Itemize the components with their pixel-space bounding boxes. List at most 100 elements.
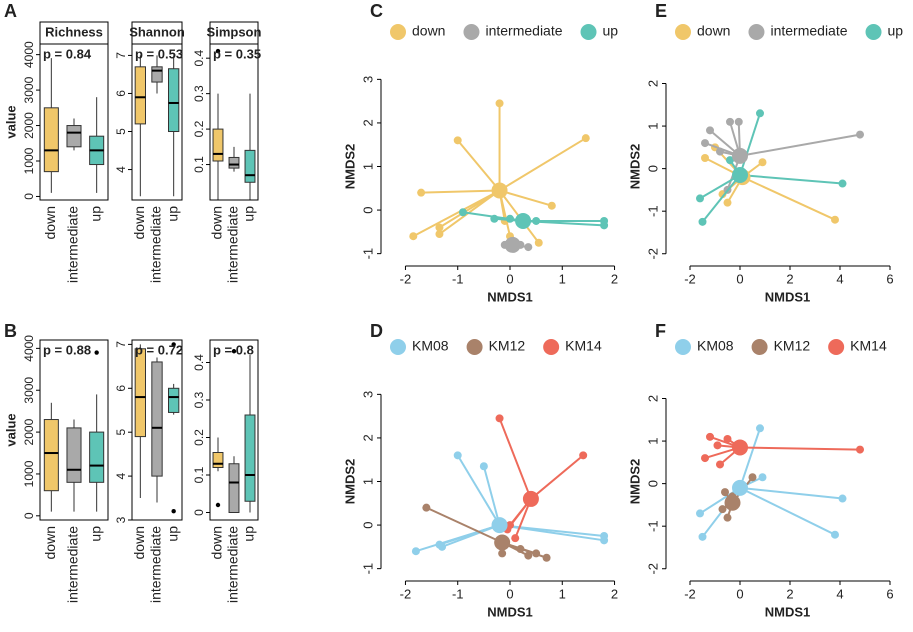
x-tick-label: 0 [736, 271, 743, 286]
centroid [732, 439, 748, 456]
y-tick-label: 2 [360, 434, 375, 441]
x-tick-label: up [87, 206, 103, 222]
y-tick-label: 5 [114, 429, 128, 436]
x-tick-label: -1 [452, 271, 464, 286]
y-tick-label: 0 [360, 206, 375, 213]
y-tick-label: 1 [360, 163, 375, 170]
panel-label: E [655, 1, 667, 21]
y-tick-label: 5 [114, 128, 128, 135]
y-tick-label: -1 [645, 205, 660, 217]
x-tick-label: intermediate [148, 526, 164, 603]
panel-label: C [370, 1, 383, 21]
legend-label: KM12 [774, 338, 811, 354]
point [698, 532, 707, 541]
point [726, 156, 734, 165]
point [506, 214, 514, 223]
panel-border [209, 43, 259, 201]
spider-line [441, 524, 500, 548]
point [479, 462, 488, 471]
centroid [491, 182, 508, 199]
point [438, 542, 447, 551]
panel-label: B [4, 321, 17, 341]
box [168, 387, 180, 413]
legend-swatch [828, 339, 845, 355]
legend-label: KM08 [697, 338, 734, 354]
x-axis-label: NMDS1 [487, 289, 533, 304]
point [758, 158, 767, 167]
y-tick-label: 3000 [22, 76, 36, 103]
box [244, 149, 256, 183]
panel-label: A [4, 1, 17, 21]
legend-label: KM14 [565, 338, 602, 354]
y-tick-label: 7 [114, 341, 128, 348]
y-tick-label: 0.3 [192, 85, 206, 102]
x-tick-label: 1 [559, 586, 566, 601]
box [134, 66, 147, 125]
point [713, 441, 722, 450]
y-axis-label: NMDS2 [627, 459, 642, 505]
y-tick-label: 0.4 [192, 354, 206, 371]
point [600, 536, 609, 545]
y-tick-label: 0.3 [192, 391, 206, 408]
point [422, 503, 431, 512]
y-axis-label: value [3, 105, 18, 138]
legend-swatch [463, 24, 480, 40]
point [511, 534, 520, 543]
outlier [215, 502, 221, 508]
x-axis-label: NMDS1 [765, 289, 811, 304]
point [524, 243, 533, 252]
box [134, 348, 147, 438]
legend-label: KM08 [412, 338, 449, 354]
spider-line [499, 189, 553, 207]
y-tick-label: 2000 [22, 112, 36, 139]
legend-label: KM14 [850, 338, 887, 354]
y-tick-label: 3 [114, 516, 128, 523]
box [244, 414, 256, 502]
x-tick-label: 2 [786, 586, 793, 601]
y-tick-label: 0 [192, 509, 206, 516]
y-tick-label: 6 [114, 90, 128, 97]
box [168, 68, 180, 133]
spider-line [498, 417, 532, 500]
legend-swatch [675, 339, 691, 355]
centroid [515, 212, 532, 229]
panel-border [131, 43, 183, 201]
point [417, 188, 426, 197]
y-tick-label: 0.2 [192, 429, 206, 446]
point [706, 126, 714, 135]
point [723, 513, 732, 522]
point [856, 445, 864, 454]
y-tick-label: 2 [645, 80, 660, 87]
spider-line [482, 465, 501, 526]
x-tick-label: down [131, 206, 147, 239]
centroid [724, 494, 741, 511]
x-tick-label: up [164, 206, 180, 222]
x-tick-label: 4 [836, 586, 843, 601]
point [838, 494, 847, 503]
y-tick-label: 3 [360, 391, 375, 398]
spider-line [739, 174, 843, 185]
point [696, 194, 704, 203]
x-tick-label: 4 [836, 271, 843, 286]
spider-line [742, 176, 836, 221]
spider-line [530, 454, 584, 500]
y-tick-label: 1000 [22, 460, 36, 487]
y-tick-label: -2 [645, 248, 660, 260]
x-axis-label: NMDS1 [765, 604, 811, 619]
x-tick-label: -2 [400, 586, 412, 601]
y-tick-label: 0 [22, 512, 36, 519]
legend-label: intermediate [485, 23, 562, 39]
y-tick-label: 6 [114, 385, 128, 392]
point [534, 238, 543, 247]
y-tick-label: 4 [114, 472, 128, 479]
spider-line [739, 112, 761, 176]
point [734, 117, 743, 126]
box [212, 128, 224, 162]
spider-line [412, 189, 501, 238]
point [756, 109, 764, 118]
centroid [522, 490, 539, 507]
x-tick-label: 0 [506, 586, 513, 601]
legend-label: up [603, 23, 619, 39]
y-tick-label: 3000 [22, 377, 36, 404]
spider-line [456, 454, 501, 526]
